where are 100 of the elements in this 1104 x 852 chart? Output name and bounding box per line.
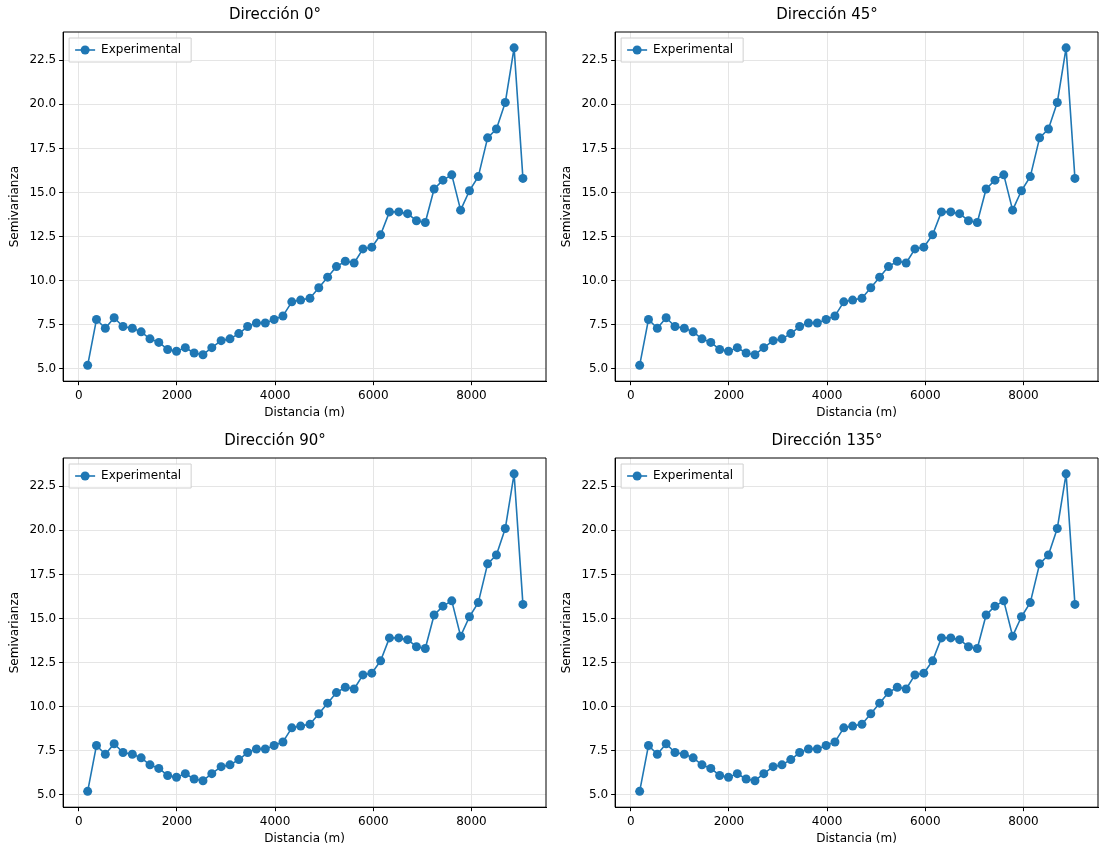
point — [1070, 599, 1080, 609]
point — [163, 770, 173, 780]
point — [990, 175, 1000, 185]
point — [447, 170, 457, 180]
y-tick-label: 12.5 — [581, 654, 609, 669]
y-tick-label: 17.5 — [29, 140, 57, 155]
y-axis-title: Semivarianza — [7, 165, 22, 248]
point — [180, 343, 190, 353]
point — [83, 786, 93, 796]
point — [795, 322, 805, 332]
point — [456, 631, 466, 641]
point — [812, 318, 822, 328]
point — [901, 258, 911, 268]
y-axis-title: Semivarianza — [559, 591, 574, 674]
point — [803, 744, 813, 754]
point — [136, 753, 146, 763]
point — [1035, 133, 1045, 143]
point — [910, 244, 920, 254]
point — [786, 755, 796, 765]
point — [296, 721, 306, 731]
point — [688, 753, 698, 763]
y-tick-label: 5.0 — [589, 360, 609, 375]
point — [225, 334, 235, 344]
point — [1025, 598, 1035, 608]
point — [928, 656, 938, 666]
point — [384, 207, 394, 217]
legend-label: Experimental — [653, 42, 734, 57]
point — [1070, 173, 1080, 183]
point — [260, 318, 270, 328]
point — [848, 295, 858, 305]
point — [1043, 550, 1053, 560]
point — [972, 643, 982, 653]
x-tick-label: 8000 — [1008, 387, 1039, 402]
point — [830, 737, 840, 747]
x-axis-title: Distancia (m) — [816, 830, 897, 845]
point — [1016, 612, 1026, 622]
point — [741, 774, 751, 784]
point — [438, 175, 448, 185]
point — [349, 684, 359, 694]
point — [706, 337, 716, 347]
point — [928, 230, 938, 240]
y-tick-label: 20.0 — [581, 522, 609, 537]
point — [1052, 98, 1062, 108]
point — [999, 170, 1009, 180]
point — [1052, 524, 1062, 534]
point — [243, 748, 253, 758]
y-axis-title: Semivarianza — [559, 165, 574, 248]
x-tick-label: 6000 — [357, 387, 389, 402]
point — [848, 721, 858, 731]
y-tick-label: 7.5 — [37, 742, 57, 757]
x-tick-label: 2000 — [713, 813, 745, 828]
point — [305, 719, 315, 729]
point — [759, 343, 769, 353]
y-tick-label: 20.0 — [29, 96, 57, 111]
point — [145, 334, 155, 344]
y-tick-label: 15.0 — [581, 610, 609, 625]
point — [216, 762, 226, 772]
point — [786, 329, 796, 339]
point — [145, 760, 155, 770]
y-tick-label: 22.5 — [581, 52, 609, 67]
point — [972, 217, 982, 227]
x-axis-title: Distancia (m) — [816, 404, 897, 419]
point — [777, 334, 787, 344]
point — [1008, 205, 1018, 215]
point — [358, 244, 368, 254]
point — [314, 709, 324, 719]
point — [314, 283, 324, 293]
y-tick-label: 7.5 — [589, 742, 609, 757]
point — [251, 318, 261, 328]
y-tick-label: 10.0 — [581, 698, 609, 713]
point — [1043, 124, 1053, 134]
y-tick-label: 5.0 — [37, 786, 57, 801]
point — [243, 322, 253, 332]
point — [1035, 559, 1045, 569]
point — [403, 635, 413, 645]
point — [127, 323, 137, 333]
y-tick-label: 15.0 — [29, 610, 57, 625]
point — [679, 323, 689, 333]
point — [287, 297, 297, 307]
point — [394, 633, 404, 643]
point — [955, 209, 965, 219]
point — [518, 599, 528, 609]
point — [857, 719, 867, 729]
point — [999, 596, 1009, 606]
point — [251, 744, 261, 754]
point — [456, 205, 466, 215]
point — [500, 524, 510, 534]
point — [768, 762, 778, 772]
y-tick-label: 15.0 — [581, 184, 609, 199]
x-tick-label: 8000 — [456, 387, 487, 402]
chart-title: Dirección 45° — [776, 4, 878, 23]
x-axis-title: Distancia (m) — [264, 830, 345, 845]
point — [403, 209, 413, 219]
point — [688, 327, 698, 337]
point — [109, 739, 119, 749]
y-tick-label: 7.5 — [37, 316, 57, 331]
y-tick-label: 12.5 — [581, 228, 609, 243]
point — [269, 740, 279, 750]
point — [812, 744, 822, 754]
point — [509, 469, 519, 479]
